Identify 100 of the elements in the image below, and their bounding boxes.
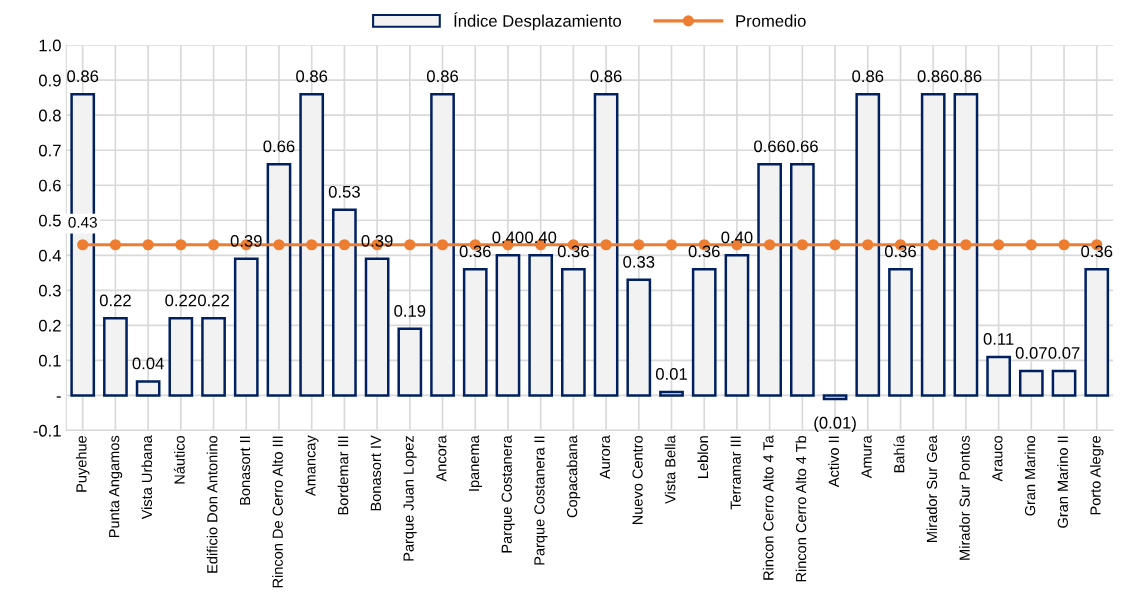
data-label: 0.86 — [426, 70, 459, 83]
data-label: 0.11 — [983, 333, 1014, 345]
bar — [201, 317, 226, 397]
bar — [135, 380, 161, 397]
data-label: 0.66 — [263, 140, 295, 153]
data-label: (0.01) — [814, 416, 856, 432]
data-label: 0.40 — [492, 231, 524, 244]
x-tick-label: Leblon — [697, 436, 709, 478]
data-label: 0.36 — [459, 245, 491, 258]
x-tick-label: Gran Marino — [1024, 435, 1036, 516]
y-tick-label: 0.3 — [38, 284, 61, 297]
data-label: 0.36 — [1081, 245, 1113, 258]
x-tick-label: Bonasort II — [240, 436, 251, 505]
bar — [561, 268, 586, 397]
x-tick-label: Aurora — [599, 435, 610, 480]
data-label: 0.86 — [852, 70, 884, 83]
data-label: 0.33 — [623, 255, 655, 268]
bar — [430, 92, 455, 397]
data-label: 0.86 — [590, 70, 622, 83]
x-tick-label: Mirador Sur Gea — [926, 435, 938, 542]
bar — [266, 162, 292, 397]
legend-label: Índice Desplazamiento — [454, 12, 622, 31]
x-tick-label: Náutico — [173, 435, 185, 484]
data-label: 0.07 — [1048, 347, 1080, 359]
data-label: 0.01 — [655, 368, 687, 380]
bar — [1018, 369, 1044, 397]
x-tick-label: Parque Costanera II — [534, 436, 548, 565]
data-label: 0.07 — [1015, 347, 1047, 359]
legend-label: Promedio — [736, 14, 806, 27]
y-tick-label: 0.7 — [38, 144, 61, 157]
bar — [1051, 369, 1077, 397]
bar — [855, 92, 881, 397]
x-tick-label: Activo II — [828, 436, 839, 488]
data-label: 0.86 — [296, 70, 328, 83]
x-tick-label: Puyehue — [75, 435, 90, 492]
data-label: 0.43 — [68, 216, 97, 228]
y-tick-label: - — [56, 396, 61, 398]
data-label: 0.36 — [557, 245, 589, 258]
bar — [986, 355, 1011, 397]
x-tick-label: Bordemar III — [337, 436, 349, 515]
bar — [528, 254, 554, 397]
data-label: 0.22 — [197, 294, 229, 307]
x-tick-label: Rincon De Cerro Alto III — [272, 436, 283, 588]
x-tick-label: Rincon Cerro Alto 4 Ta — [762, 435, 774, 580]
bar — [691, 268, 717, 397]
x-tick-label: Mirador Sur Pontos — [959, 435, 970, 560]
y-tick-label: 0.1 — [38, 354, 61, 367]
y-tick-label: 0.2 — [38, 319, 61, 332]
x-tick-label: Terramar III — [730, 436, 741, 510]
bar — [168, 317, 194, 397]
data-label: 0.53 — [328, 185, 360, 198]
x-tick-label: Ancora — [436, 435, 447, 482]
x-tick-label: Parque Costanera — [501, 435, 515, 553]
data-label: 0.86 — [917, 70, 949, 83]
bar — [299, 92, 325, 397]
bar — [1084, 268, 1110, 397]
bar — [364, 257, 390, 397]
x-tick-label: Edificio Don Antonino — [206, 435, 218, 573]
bar — [397, 327, 423, 397]
x-tick-label: Vista Urbana — [141, 435, 153, 520]
y-tick-label: 0.8 — [38, 109, 61, 122]
x-tick-label: Gran Marino II — [1057, 436, 1068, 528]
data-label: 0.36 — [884, 245, 916, 258]
data-label: 0.19 — [394, 305, 426, 317]
data-label: 0.40 — [525, 231, 557, 244]
data-label: 0.22 — [99, 294, 131, 307]
bar — [659, 390, 684, 397]
bar — [593, 92, 619, 397]
x-tick-label: Porto Alegre — [1089, 435, 1104, 515]
bar — [103, 317, 128, 397]
data-label: 0.86 — [67, 70, 99, 83]
x-tick-label: Amancay — [305, 435, 319, 497]
data-label: 0.66 — [786, 140, 818, 153]
data-label: 0.66 — [754, 140, 786, 153]
x-tick-label: Arauco — [992, 435, 1003, 482]
bar — [920, 92, 946, 397]
y-tick-label: -0.1 — [33, 424, 61, 437]
y-tick-label: 1.0 — [39, 39, 61, 52]
data-label: 0.40 — [721, 231, 753, 244]
x-tick-label: Copacabana — [566, 435, 581, 518]
data-label: 0.86 — [950, 70, 982, 83]
x-tick-label: Rincon Cerro Alto 4 Tb — [795, 435, 807, 582]
bar — [888, 268, 913, 397]
y-tick-label: 0.9 — [38, 74, 61, 87]
y-tick-label: 0.5 — [38, 214, 61, 227]
y-tick-label: 0.6 — [38, 179, 61, 192]
x-tick-label: Ipanema — [468, 435, 483, 491]
y-tick-label: 0.4 — [38, 249, 62, 262]
x-tick-label: Bahía — [893, 435, 905, 473]
x-tick-label: Punta Angamos — [109, 435, 123, 538]
bar — [953, 92, 979, 397]
bar — [626, 278, 652, 397]
x-tick-label: Vista Bella — [664, 435, 676, 504]
data-label: 0.22 — [165, 294, 197, 307]
x-tick-label: Bonasort IV — [370, 435, 382, 511]
bar — [724, 254, 750, 397]
bar — [462, 268, 488, 397]
x-tick-label: Parque Juan Lopez — [403, 436, 417, 561]
bar — [822, 394, 848, 401]
bar — [233, 257, 259, 397]
